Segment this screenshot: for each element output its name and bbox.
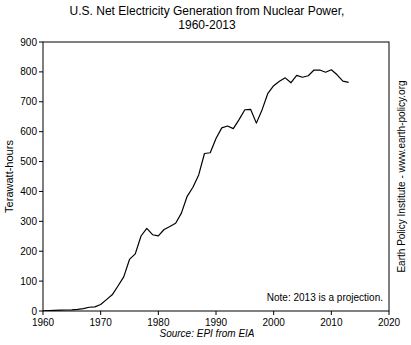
x-tick xyxy=(389,311,390,315)
y-tick-label: 700 xyxy=(20,96,37,107)
x-tick xyxy=(331,311,332,315)
x-tick-label: 2010 xyxy=(320,317,343,328)
background xyxy=(0,0,411,345)
y-tick xyxy=(39,251,43,252)
y-tick-label: 400 xyxy=(20,186,37,197)
y-tick-label: 600 xyxy=(20,126,37,137)
y-tick-label: 900 xyxy=(20,37,37,48)
y-tick-label: 0 xyxy=(31,306,37,317)
y-tick-label: 200 xyxy=(20,246,37,257)
credit: Earth Policy Institute - www.earth-polic… xyxy=(396,80,407,272)
x-tick-label: 1960 xyxy=(32,317,55,328)
y-tick-label: 800 xyxy=(20,66,37,77)
x-tick xyxy=(273,311,274,315)
y-tick xyxy=(39,42,43,43)
plot-frame xyxy=(43,42,389,311)
y-tick xyxy=(39,131,43,132)
source: Source: EPI from EIA xyxy=(159,328,254,339)
y-tick xyxy=(39,71,43,72)
x-tick xyxy=(158,311,159,315)
y-tick xyxy=(39,311,43,312)
x-tick-label: 1990 xyxy=(205,317,228,328)
y-tick-label: 100 xyxy=(20,276,37,287)
x-tick xyxy=(216,311,217,315)
title: U.S. Net Electricity Generation from Nuc… xyxy=(70,4,345,18)
x-tick-label: 1970 xyxy=(90,317,113,328)
x-tick-label: 2020 xyxy=(378,317,401,328)
y-tick xyxy=(39,161,43,162)
y-tick xyxy=(39,191,43,192)
chart-container: U.S. Net Electricity Generation from Nuc… xyxy=(0,0,411,345)
subtitle: 1960-2013 xyxy=(178,18,236,32)
y-tick xyxy=(39,281,43,282)
plot-area xyxy=(43,70,349,311)
x-tick-label: 2000 xyxy=(263,317,286,328)
x-tick-label: 1980 xyxy=(147,317,170,328)
y-tick xyxy=(39,101,43,102)
x-tick xyxy=(100,311,101,315)
data-line xyxy=(43,70,349,311)
x-tick xyxy=(43,311,44,315)
chart: U.S. Net Electricity Generation from Nuc… xyxy=(0,0,411,345)
y-axis-label: Terawatt-hours xyxy=(3,140,15,213)
note: Note: 2013 is a projection. xyxy=(267,292,383,303)
y-tick-label: 500 xyxy=(20,156,37,167)
y-tick xyxy=(39,221,43,222)
y-tick-label: 300 xyxy=(20,216,37,227)
